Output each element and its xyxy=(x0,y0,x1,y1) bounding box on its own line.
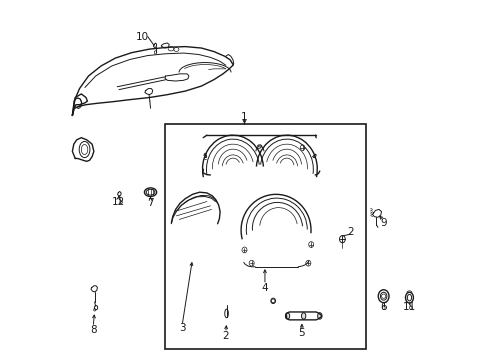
Text: 7: 7 xyxy=(147,198,154,208)
Text: 5: 5 xyxy=(298,328,305,338)
Ellipse shape xyxy=(285,313,289,319)
Text: 9: 9 xyxy=(380,218,386,228)
Text: 3: 3 xyxy=(179,324,185,333)
Ellipse shape xyxy=(301,313,305,319)
Text: 4: 4 xyxy=(261,283,268,293)
Text: 6: 6 xyxy=(380,302,386,312)
Text: 8: 8 xyxy=(90,325,96,335)
Text: 10: 10 xyxy=(136,32,148,41)
Text: 11: 11 xyxy=(402,302,415,312)
Text: 2: 2 xyxy=(346,227,353,237)
Ellipse shape xyxy=(317,313,321,319)
Text: 1: 1 xyxy=(241,112,247,122)
Bar xyxy=(164,125,366,348)
Text: 2: 2 xyxy=(222,330,229,341)
Text: 12: 12 xyxy=(111,197,124,207)
